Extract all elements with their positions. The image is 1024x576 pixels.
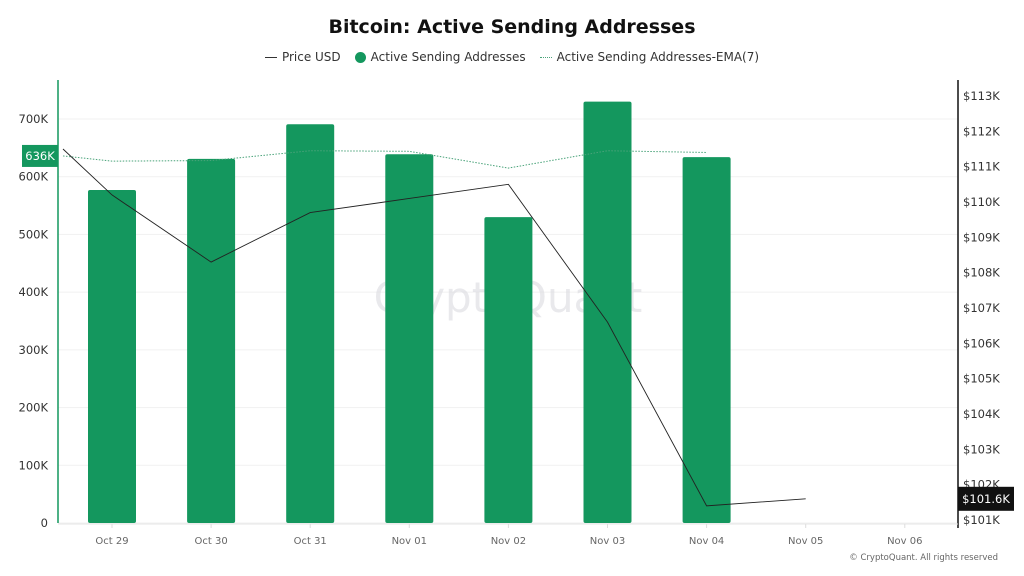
copyright-notice: © CryptoQuant. All rights reserved [849, 553, 998, 563]
right-axis-tick: $101K [963, 513, 1000, 527]
right-value-badge-text: $101.6K [962, 492, 1010, 506]
right-axis-tick: $107K [963, 301, 1000, 315]
bar-active-sending-addresses [682, 157, 731, 523]
bar-active-sending-addresses [88, 189, 136, 523]
chart-legend: Price USD Active Sending Addresses Activ… [0, 50, 1024, 64]
legend-item-ema[interactable]: Active Sending Addresses-EMA(7) [539, 50, 760, 64]
right-axis-tick: $105K [963, 372, 1000, 386]
x-axis-tick: Oct 31 [294, 536, 327, 547]
right-axis-tick: $104K [963, 407, 1000, 421]
right-axis-tick: $103K [963, 442, 1000, 456]
bar-active-sending-addresses [385, 154, 434, 523]
left-value-badge-text: 636K [25, 149, 55, 163]
right-axis-tick: $106K [963, 336, 1000, 350]
right-axis-tick: $111K [963, 160, 1000, 174]
right-axis-tick: $112K [963, 124, 1000, 138]
legend-label: Active Sending Addresses-EMA(7) [556, 50, 760, 64]
price-line [62, 148, 806, 507]
left-axis-tick: 0 [41, 516, 48, 530]
x-axis-tick: Oct 29 [95, 536, 128, 547]
line-swatch-icon [264, 56, 277, 58]
bar-active-sending-addresses [484, 217, 533, 523]
left-axis-tick: 600K [19, 170, 49, 184]
right-axis-tick: $109K [963, 230, 1000, 244]
circle-swatch-icon [354, 51, 366, 63]
right-axis-tick: $110K [963, 195, 1000, 209]
x-axis-tick: Nov 01 [392, 536, 427, 547]
right-value-badge [958, 486, 1014, 511]
left-axis-tick: 500K [19, 227, 49, 241]
left-axis-tick: 200K [19, 401, 49, 415]
x-axis-tick: Oct 30 [194, 536, 227, 547]
x-axis-tick: Nov 05 [788, 536, 823, 547]
left-axis-tick: 100K [19, 458, 49, 472]
left-axis-tick: 400K [19, 285, 49, 299]
dotted-line-swatch-icon [539, 56, 552, 58]
legend-label: Price USD [281, 50, 341, 64]
ema-line [62, 150, 707, 169]
legend-item-active-sending[interactable]: Active Sending Addresses [354, 50, 526, 64]
bar-active-sending-addresses [286, 124, 335, 524]
x-axis-tick: Nov 06 [887, 536, 922, 547]
x-axis-tick: Nov 03 [590, 536, 625, 547]
bar-active-sending-addresses [583, 101, 632, 523]
legend-label: Active Sending Addresses [370, 50, 526, 64]
bar-active-sending-addresses [187, 158, 236, 523]
left-axis-tick: 700K [19, 112, 49, 126]
x-axis-tick: Nov 02 [491, 536, 526, 547]
chart-title: Bitcoin: Active Sending Addresses [328, 16, 696, 38]
right-axis-tick: $108K [963, 266, 1000, 280]
left-axis-tick: 300K [19, 343, 49, 357]
x-axis-tick: Nov 04 [689, 536, 724, 547]
left-value-badge [22, 144, 58, 167]
legend-item-price[interactable]: Price USD [264, 50, 341, 64]
right-axis-tick: $113K [963, 89, 1000, 103]
